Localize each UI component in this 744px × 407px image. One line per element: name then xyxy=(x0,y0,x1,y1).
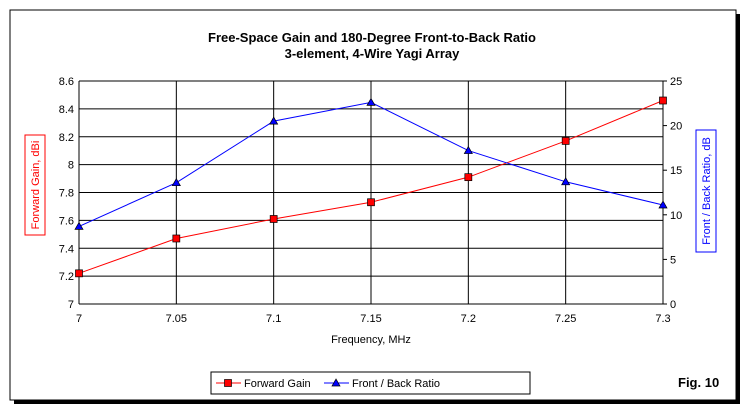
chart-title: Free-Space Gain and 180-Degree Front-to-… xyxy=(208,30,536,45)
x-tick-label: 7 xyxy=(76,313,82,325)
y-tick-label: 8.2 xyxy=(59,132,74,144)
x-tick-label: 7.1 xyxy=(266,313,281,325)
y-axis-label-box xyxy=(24,134,46,236)
legend-marker-forward-gain xyxy=(224,379,232,387)
y2-tick-label: 0 xyxy=(670,299,676,311)
x-tick-label: 7.25 xyxy=(555,313,576,325)
data-point-front-back-ratio xyxy=(171,177,181,187)
legend-label-front-back-ratio: Front / Back Ratio xyxy=(352,378,440,390)
x-tick-label: 7.3 xyxy=(655,313,670,325)
data-point-front-back-ratio xyxy=(561,177,571,186)
grid xyxy=(78,80,667,305)
figure-label: Fig. 10 xyxy=(678,375,719,390)
tick-labels: 7 7.2 7.4 7.6 7.8 8 8.2 8.4 8.6 7 7.05 7.1 7.15 7.2 7.… xyxy=(59,76,683,325)
y-tick-label: 7.8 xyxy=(59,188,74,200)
data-point-forward-gain xyxy=(269,215,278,223)
y-tick-label: 8.4 xyxy=(59,104,74,116)
data-point-front-back-ratio xyxy=(74,221,84,230)
y2-tick-label: 10 xyxy=(670,210,682,222)
y2-tick-label: 25 xyxy=(670,76,682,88)
data-point-forward-gain xyxy=(561,137,570,145)
legend xyxy=(210,371,531,395)
data-point-forward-gain xyxy=(75,269,83,278)
y-tick-label: 7 xyxy=(68,299,74,311)
y-tick-label: 7.4 xyxy=(59,243,74,255)
data-point-front-back-ratio xyxy=(366,97,376,106)
chart-subtitle: 3-element, 4-Wire Yagi Array xyxy=(285,46,461,61)
y-tick-label: 8 xyxy=(68,160,74,172)
data-point-forward-gain xyxy=(464,173,473,182)
data-point-front-back-ratio xyxy=(463,145,473,154)
series-group xyxy=(74,96,668,278)
data-point-front-back-ratio xyxy=(658,200,668,209)
y2-axis-label: Front / Back Ratio, dB xyxy=(701,137,713,245)
legend-label-forward-gain: Forward Gain xyxy=(244,378,311,390)
y2-axis-label-box xyxy=(695,129,717,253)
y-tick-label: 7.2 xyxy=(59,271,74,283)
legend-marks xyxy=(216,378,349,387)
data-point-forward-gain xyxy=(659,96,667,105)
y-tick-label: 7.6 xyxy=(59,215,74,227)
data-point-forward-gain xyxy=(367,198,375,207)
x-axis-label: Frequency, MHz xyxy=(331,334,411,346)
y2-tick-label: 20 xyxy=(670,121,682,133)
x-tick-label: 7.05 xyxy=(166,313,187,325)
data-point-forward-gain xyxy=(172,234,181,243)
x-tick-label: 7.2 xyxy=(461,313,476,325)
y-tick-label: 8.6 xyxy=(59,76,74,88)
y-axis-label: Forward Gain, dBi xyxy=(30,141,42,230)
x-tick-label: 7.15 xyxy=(360,313,381,325)
y2-tick-label: 15 xyxy=(670,165,682,177)
legend-marker-front-back-ratio xyxy=(331,378,341,387)
data-point-front-back-ratio xyxy=(269,116,279,125)
y2-tick-label: 5 xyxy=(670,254,676,266)
